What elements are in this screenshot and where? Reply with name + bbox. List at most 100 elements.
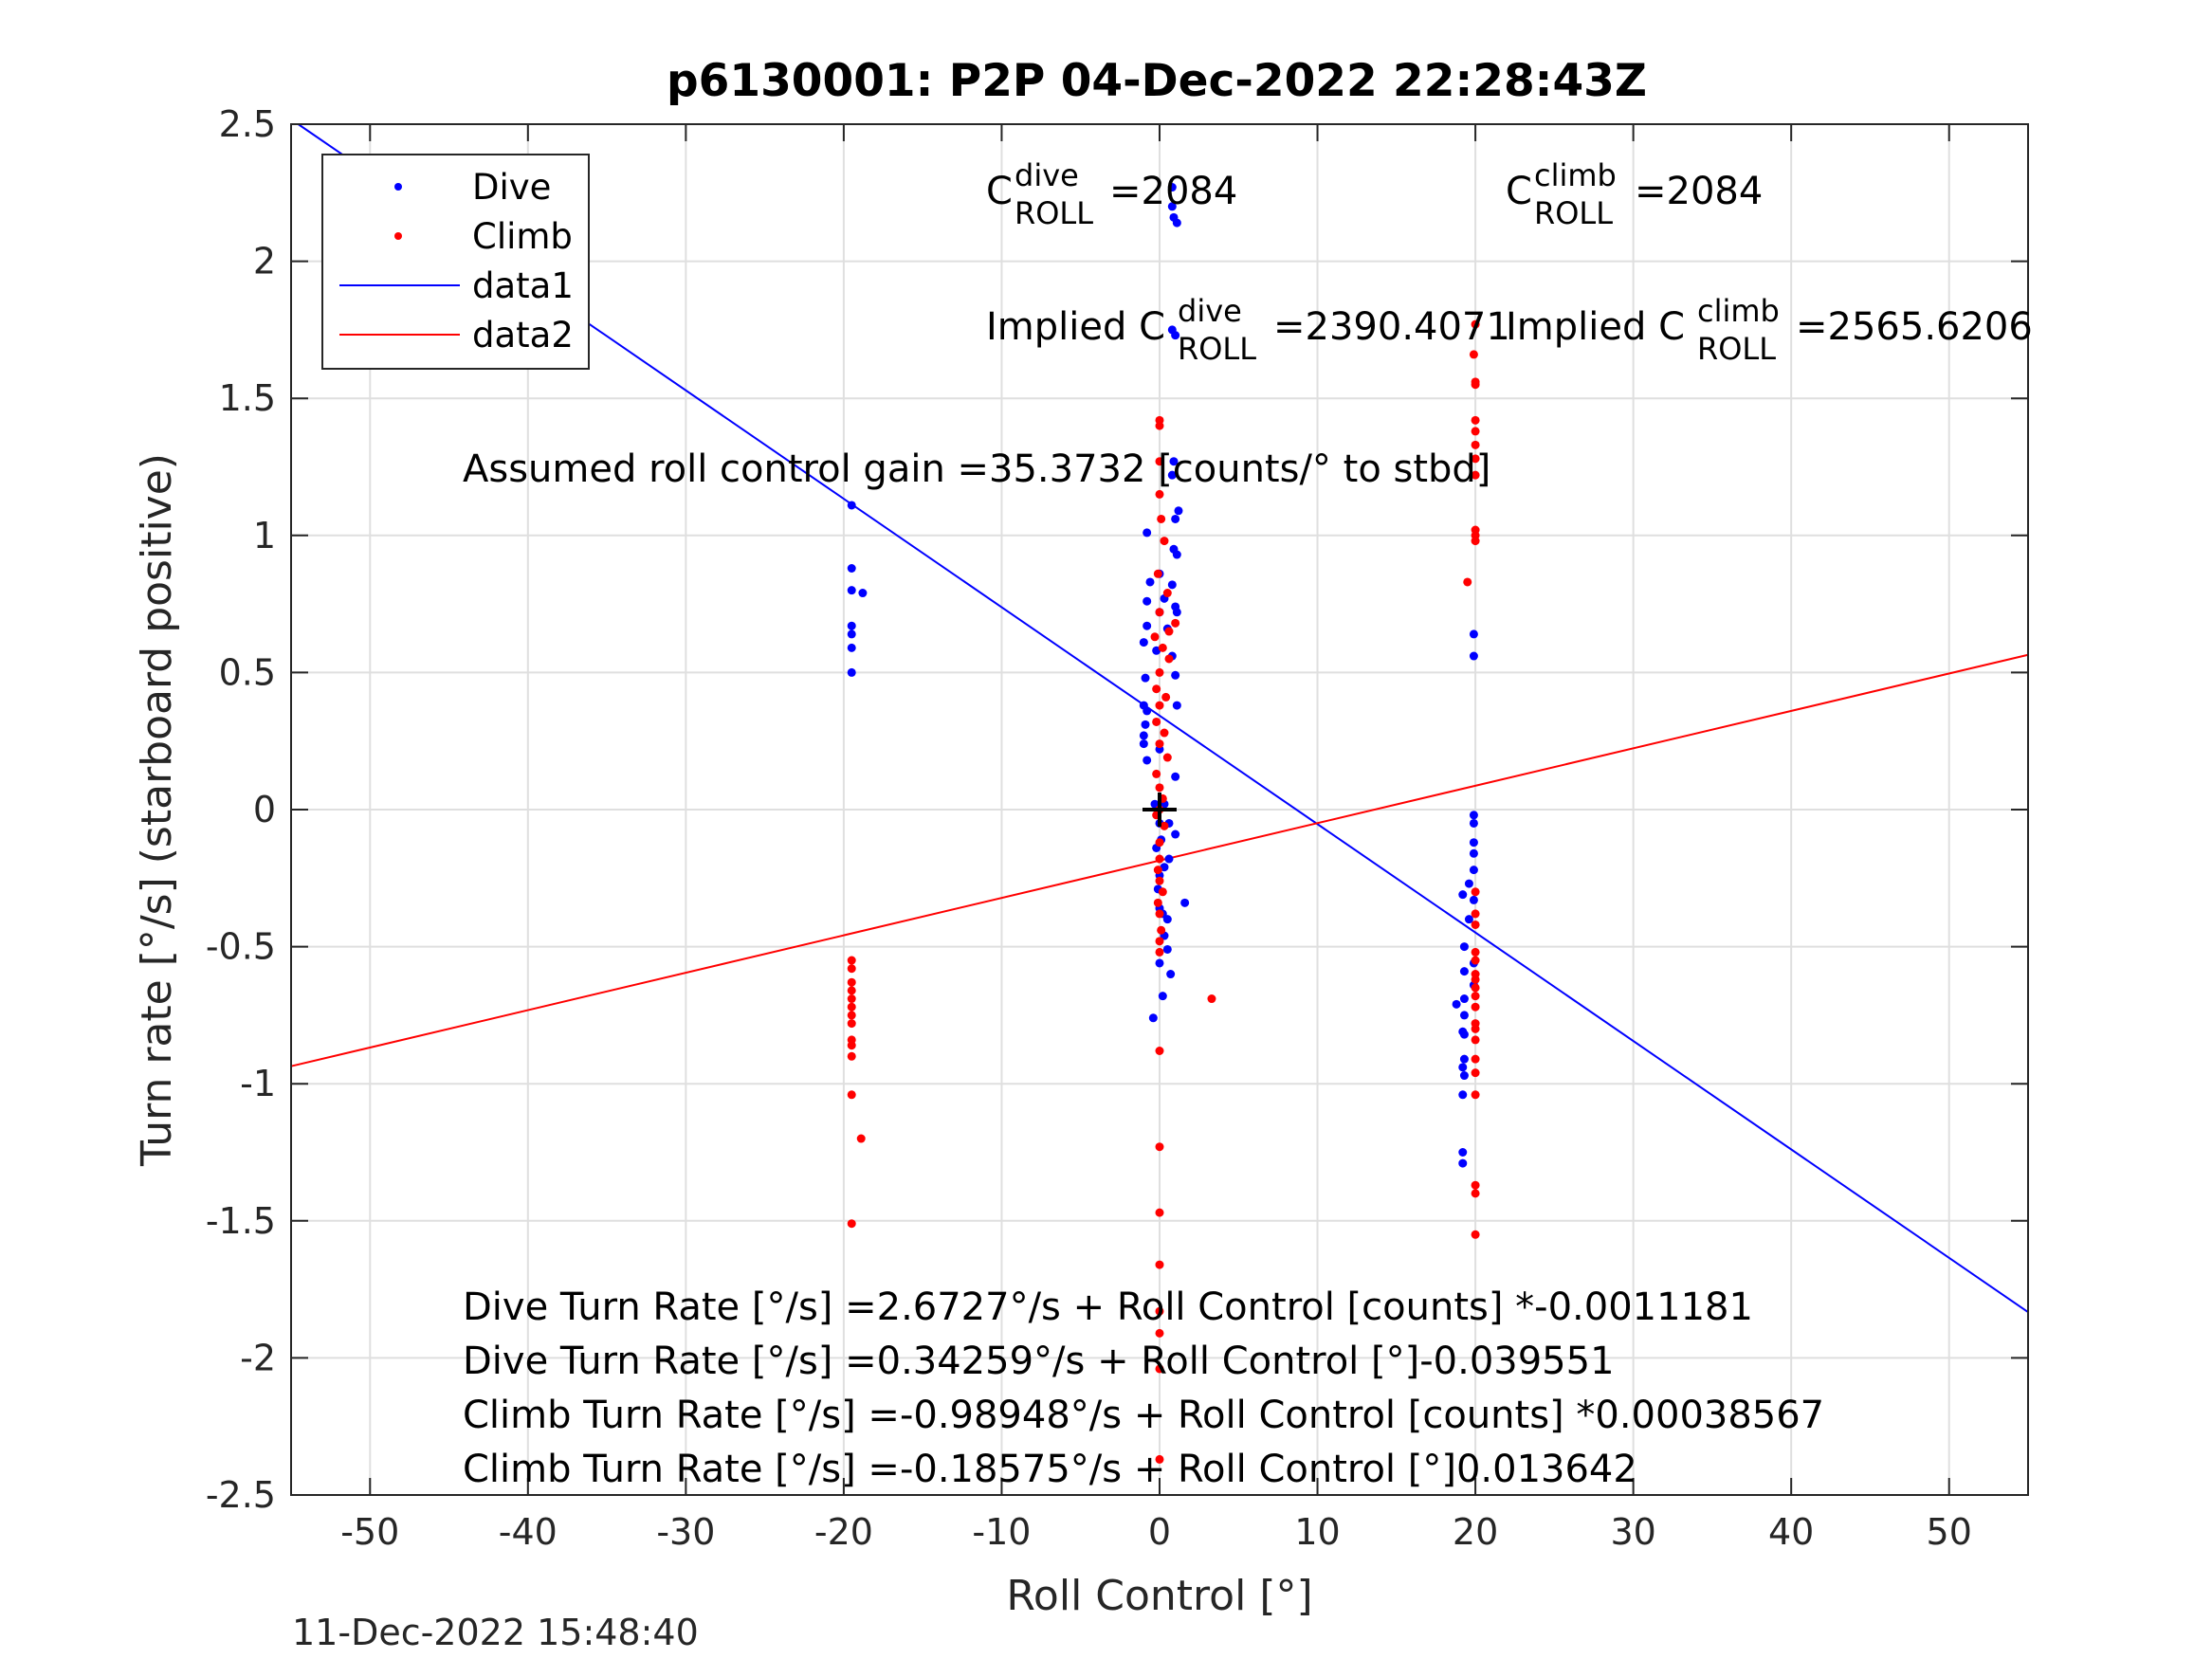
dive-point <box>1172 608 1181 617</box>
climb-point <box>847 986 856 995</box>
climb-point <box>1158 887 1167 897</box>
dive-point <box>1459 1030 1469 1039</box>
dive-point <box>1169 457 1179 466</box>
climb-point <box>1164 627 1174 636</box>
climb-point <box>1155 838 1164 848</box>
dive-point <box>847 564 856 574</box>
legend-box <box>321 154 590 370</box>
c-dive-sub: ROLL <box>1015 195 1093 231</box>
climb-point <box>856 1134 866 1143</box>
dive-point <box>1143 706 1152 716</box>
dive-point <box>847 501 856 510</box>
climb-point <box>1471 1068 1480 1078</box>
y-tick-label: 1 <box>253 515 276 556</box>
climb-point <box>1160 537 1169 546</box>
climb-point <box>1471 1002 1480 1012</box>
dive-point <box>1141 720 1150 729</box>
dive-point <box>1171 331 1180 340</box>
climb-point <box>847 977 856 987</box>
dive-point <box>1162 915 1172 924</box>
implied-dive-prefix: Implied C <box>986 305 1165 349</box>
dive-point <box>1452 999 1461 1009</box>
legend-data1-label: data1 <box>472 265 574 306</box>
dive-point <box>1155 958 1164 968</box>
dive-point <box>1464 879 1473 888</box>
y-tick-label: 0 <box>253 789 276 830</box>
climb-point <box>1471 454 1480 464</box>
dive-point <box>1148 1013 1158 1023</box>
c-dive-value: =2084 <box>1109 170 1237 213</box>
y-tick-label: 0.5 <box>219 651 276 693</box>
climb-point <box>1155 1328 1164 1338</box>
climb-point <box>1162 589 1172 598</box>
x-tick-label: 0 <box>1148 1511 1171 1553</box>
origin-marker-group <box>1143 793 1177 827</box>
dive-point <box>1167 470 1177 480</box>
climb-point <box>1471 1024 1480 1033</box>
climb-point <box>1471 975 1480 984</box>
climb-point <box>1155 1454 1164 1464</box>
legend-climb-swatch <box>394 232 402 240</box>
climb-point <box>1471 887 1480 897</box>
y-tick-label: -2 <box>240 1337 276 1378</box>
x-tick-label: -20 <box>814 1511 873 1553</box>
climb-point <box>1471 909 1480 919</box>
legend-dive-swatch <box>394 183 402 191</box>
dive-point <box>1469 629 1478 639</box>
climb-point <box>1471 1090 1480 1100</box>
y-tick-label: 2 <box>253 241 276 283</box>
climb-point <box>1152 769 1161 778</box>
y-tick-label: -1 <box>240 1063 276 1104</box>
dive-point <box>1464 915 1473 924</box>
dive-point <box>1174 506 1183 516</box>
x-tick-label: 20 <box>1453 1511 1498 1553</box>
dive-point <box>1459 967 1469 976</box>
x-tick-label: -40 <box>499 1511 558 1553</box>
climb-point <box>1152 717 1161 726</box>
equation-dive-degrees: Dive Turn Rate [°/s] =0.34259°/s + Roll … <box>463 1340 1615 1383</box>
dive-point <box>1458 1148 1468 1157</box>
climb-point <box>1158 643 1167 652</box>
dive-point <box>1167 580 1177 590</box>
climb-point <box>1150 632 1160 642</box>
climb-point <box>1155 854 1164 864</box>
climb-point <box>1471 920 1480 929</box>
c-climb-sup: climb <box>1534 157 1617 193</box>
dive-point <box>1172 218 1181 228</box>
dive-point <box>1143 756 1152 765</box>
dive-point <box>1158 992 1167 1001</box>
climb-point <box>1471 470 1480 480</box>
climb-point <box>1157 514 1166 523</box>
x-tick-label: 40 <box>1768 1511 1814 1553</box>
climb-point <box>1207 994 1216 1004</box>
implied-climb-sup: climb <box>1697 293 1780 329</box>
dive-point <box>1458 1158 1468 1168</box>
dive-point <box>1459 1071 1469 1081</box>
implied-dive-sup: dive <box>1178 293 1242 329</box>
climb-point <box>847 1051 856 1061</box>
dive-point <box>1469 866 1478 875</box>
dive-point <box>1171 772 1180 781</box>
y-tick-label: -2.5 <box>206 1474 276 1516</box>
dive-point <box>1469 811 1478 820</box>
climb-point <box>1155 876 1164 885</box>
equation-climb-counts: Climb Turn Rate [°/s] =-0.98948°/s + Rol… <box>463 1394 1824 1437</box>
x-tick-labels: -50 -40 -30 -20 -10 0 10 20 30 40 50 <box>340 1511 1972 1553</box>
dive-point <box>1459 1011 1469 1020</box>
y-axis-label: Turn rate [°/s] (starboard positive) <box>133 453 181 1167</box>
dive-point <box>1459 1054 1469 1064</box>
climb-point <box>1155 457 1164 466</box>
climb-point <box>1155 783 1164 793</box>
climb-point <box>847 1090 856 1100</box>
climb-point <box>847 956 856 965</box>
timestamp: 11-Dec-2022 15:48:40 <box>292 1612 699 1653</box>
axis-ticks <box>291 123 2028 1496</box>
dive-point <box>1143 528 1152 538</box>
climb-point <box>1471 1230 1480 1239</box>
climb-point <box>1155 909 1164 919</box>
dive-point <box>1139 731 1148 740</box>
climb-point <box>1155 1364 1164 1374</box>
dive-point <box>1469 895 1478 904</box>
c-dive-annotation: C dive ROLL =2084 <box>986 157 1237 231</box>
x-tick-label: 50 <box>1927 1511 1972 1553</box>
